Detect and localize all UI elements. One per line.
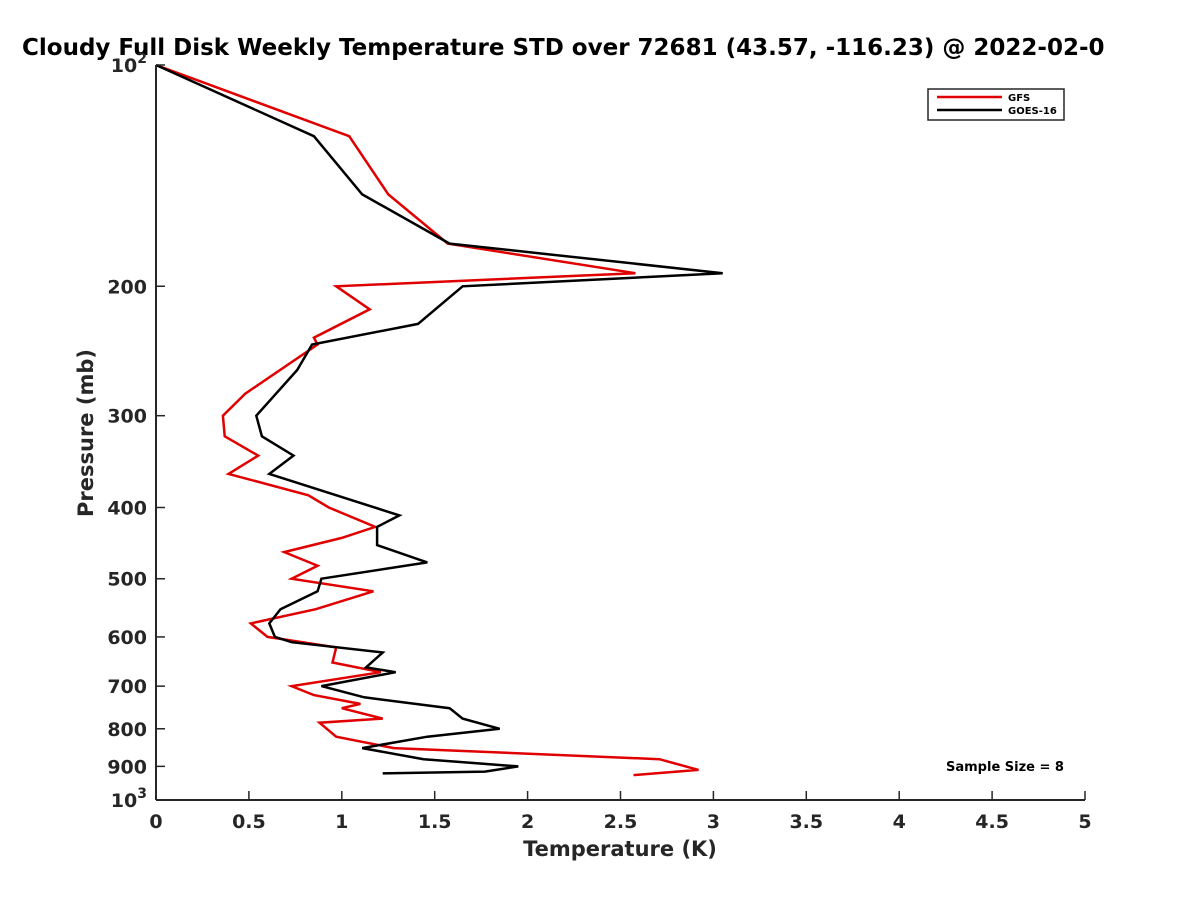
x-tick-label: 3 [707, 811, 720, 833]
x-tick-group: 0 0.5 1 1.5 2 2.5 3 3.5 4 4.5 5 [149, 791, 1092, 833]
series-line-goes16 [155, 63, 723, 775]
legend: GFS GOES-16 [927, 88, 1065, 121]
x-tick-label: 0.5 [232, 811, 266, 833]
y-tick-label: 103 [111, 786, 147, 812]
y-tick-label: 500 [107, 569, 147, 591]
x-axis-label: Temperature (K) [523, 837, 717, 861]
plot-series-group [155, 63, 723, 777]
legend-label-goes16: GOES-16 [1008, 106, 1057, 117]
y-tick-label: 800 [107, 719, 147, 741]
legend-box [927, 88, 1065, 121]
x-tick-label: 3.5 [789, 811, 823, 833]
x-tick-label: 2 [521, 811, 534, 833]
y-tick-label: 300 [107, 406, 147, 428]
legend-label-gfs: GFS [1008, 93, 1030, 104]
chart-title: Cloudy Full Disk Weekly Temperature STD … [22, 35, 1105, 61]
y-tick-label: 600 [107, 627, 147, 649]
x-tick-label: 5 [1078, 811, 1091, 833]
x-tick-label: 1 [335, 811, 348, 833]
sample-size-annotation: Sample Size = 8 [946, 760, 1064, 775]
y-axis-label: Pressure (mb) [74, 349, 98, 517]
x-tick-label: 0 [149, 811, 162, 833]
x-tick-label: 4.5 [975, 811, 1009, 833]
series-line-gfs [155, 63, 699, 777]
y-tick-label: 102 [111, 51, 147, 77]
x-tick-label: 4 [893, 811, 906, 833]
y-tick-group: 102 200 300 400 500 600 700 800 900 103 [107, 51, 165, 812]
y-tick-label: 200 [107, 276, 147, 298]
x-tick-label: 2.5 [604, 811, 638, 833]
y-tick-label: 400 [107, 498, 147, 520]
y-tick-label: 700 [107, 676, 147, 698]
x-tick-label: 1.5 [418, 811, 452, 833]
y-tick-label: 900 [107, 756, 147, 778]
